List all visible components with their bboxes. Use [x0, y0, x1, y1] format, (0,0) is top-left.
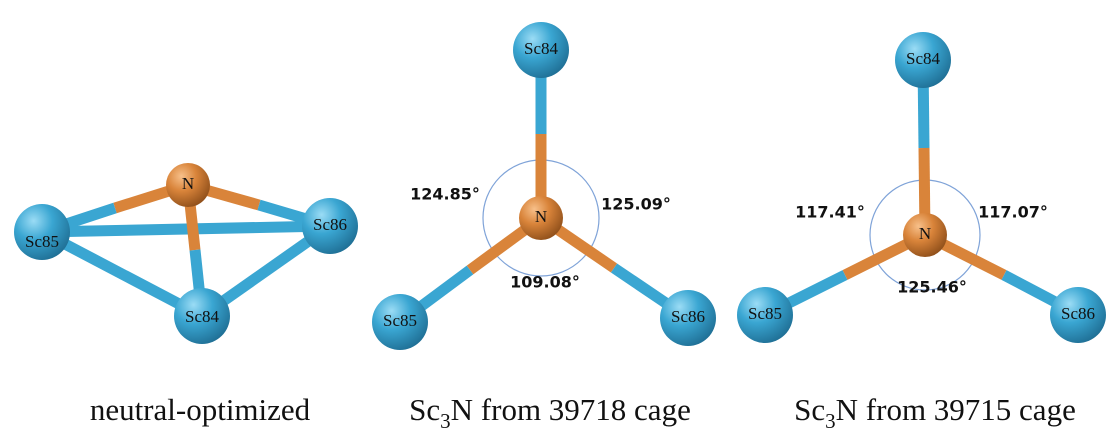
atom-label: N	[182, 174, 194, 193]
atom-label: Sc84	[185, 307, 220, 326]
caption-part: N from 39715 cage	[836, 392, 1076, 427]
angle-label: 117.07°	[978, 203, 1048, 222]
angle-label: 117.41°	[795, 203, 865, 222]
panel-39715: N Sc84 Sc85 Sc86 117.41° 117.07° 125.46°…	[737, 32, 1106, 433]
angle-label: 125.46°	[897, 278, 967, 297]
angle-label: 109.08°	[510, 273, 580, 292]
caption: neutral-optimized	[90, 392, 311, 427]
page: N Sc85 Sc86 Sc84 neutral-optimized N Sc8…	[0, 0, 1108, 437]
atom-label: Sc86	[671, 307, 705, 326]
figure: N Sc85 Sc86 Sc84 neutral-optimized N Sc8…	[0, 0, 1108, 437]
caption-part: N from 39718 cage	[451, 392, 691, 427]
angle-label: 125.09°	[601, 195, 671, 214]
atom-label: Sc85	[383, 311, 417, 330]
panel-neutral: N Sc85 Sc86 Sc84 neutral-optimized	[14, 163, 358, 427]
atom-label: Sc85	[25, 232, 59, 251]
caption-sub: 3	[440, 409, 451, 433]
atom-label: Sc85	[748, 304, 782, 323]
angle-label: 124.85°	[410, 185, 480, 204]
panel-39718: N Sc84 Sc85 Sc86 124.85° 125.09° 109.08°…	[372, 22, 716, 433]
bond	[42, 226, 330, 232]
atom-label: Sc84	[906, 49, 941, 68]
caption-sub: 3	[825, 409, 836, 433]
caption: Sc3N from 39715 cage	[794, 392, 1076, 433]
atom-label: Sc86	[1061, 304, 1095, 323]
atom-label: Sc86	[313, 215, 347, 234]
caption-part: Sc	[794, 392, 825, 427]
caption: Sc3N from 39718 cage	[409, 392, 691, 433]
atom-label: N	[535, 207, 547, 226]
caption-part: Sc	[409, 392, 440, 427]
atom-label: N	[919, 224, 931, 243]
atom-label: Sc84	[524, 39, 559, 58]
